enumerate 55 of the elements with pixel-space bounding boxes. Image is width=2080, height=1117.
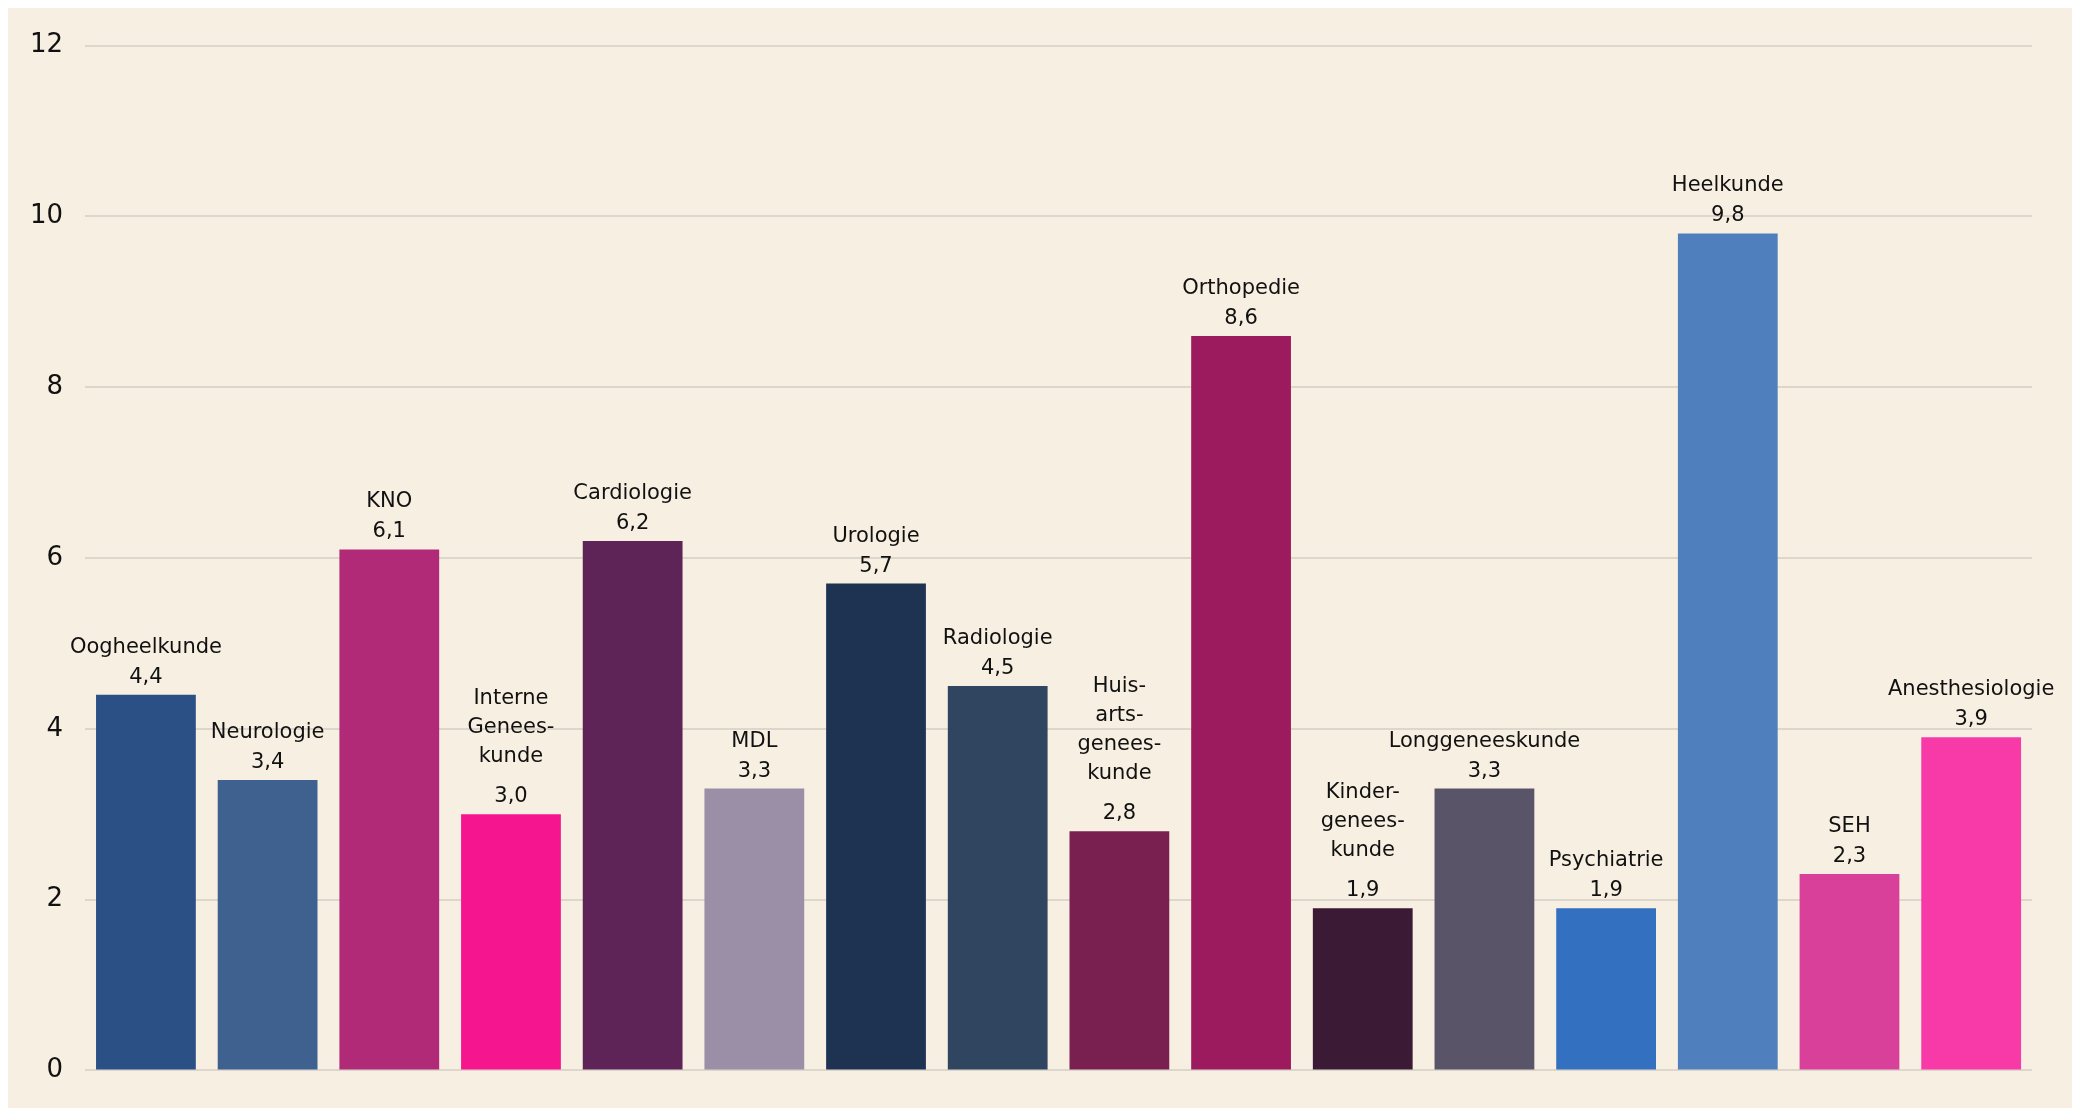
data-label: 2,3 [1832, 842, 1867, 867]
bar [1556, 908, 1656, 1070]
bar [339, 549, 440, 1070]
data-label: 5,7 [859, 552, 893, 577]
x-tick-label: Huis- arts- genees- kunde [1077, 673, 1162, 785]
bar [947, 686, 1048, 1070]
x-tick-label: MDL [731, 727, 778, 752]
x-tick-label: SEH [1828, 812, 1871, 837]
x-tick-label: Heelkunde [1671, 172, 1784, 197]
x-tick-label: Psychiatrie [1548, 847, 1664, 872]
x-tick-label: KNO [366, 488, 413, 513]
data-label: 3,0 [494, 783, 528, 808]
data-label: 9,8 [1711, 202, 1745, 227]
data-label: 3,3 [1467, 757, 1502, 782]
bar [1312, 908, 1413, 1070]
x-tick-label: Neurologie [210, 719, 325, 744]
bar [1799, 873, 1900, 1070]
bar [826, 583, 926, 1070]
y-tick-label: 12 [29, 28, 64, 59]
data-label: 6,2 [615, 509, 650, 534]
bar [1069, 831, 1170, 1070]
bar [1677, 233, 1778, 1070]
data-label: 1,9 [1589, 877, 1623, 902]
y-tick-label: 2 [46, 882, 64, 913]
bar [461, 814, 561, 1070]
data-label: 4,4 [129, 663, 163, 688]
x-tick-label: Interne Genees- kunde [467, 685, 555, 768]
data-label: 3,4 [250, 749, 285, 774]
data-label: 8,6 [1224, 304, 1258, 329]
data-label: 6,1 [372, 518, 406, 543]
bar [217, 780, 318, 1070]
data-label: 2,8 [1102, 800, 1137, 825]
data-label: 3,9 [1954, 706, 1988, 731]
x-tick-label: Oogheelkunde [69, 633, 222, 658]
data-label: 4,5 [981, 655, 1015, 680]
y-tick-label: 10 [29, 199, 64, 230]
bar [704, 788, 805, 1070]
x-tick-label: Longgeneeskunde [1388, 727, 1581, 752]
y-tick-label: 4 [46, 711, 64, 742]
y-tick-label: 8 [46, 369, 64, 400]
bar [1921, 737, 2022, 1070]
data-label: 1,9 [1346, 877, 1380, 902]
x-tick-label: Cardiologie [573, 479, 692, 504]
y-tick-label: 0 [46, 1053, 64, 1084]
x-tick-label: Radiologie [942, 625, 1053, 650]
bar [582, 540, 683, 1070]
x-tick-label: Kinder- genees- kunde [1320, 779, 1405, 862]
x-tick-label: Urologie [832, 522, 920, 547]
bar [96, 694, 196, 1070]
bar [1191, 335, 1291, 1070]
x-tick-label: Anesthesiologie [1887, 676, 2055, 701]
x-tick-label: Orthopedie [1182, 274, 1301, 299]
data-label: 3,3 [737, 757, 772, 782]
y-tick-label: 6 [46, 540, 64, 571]
bar [1434, 788, 1535, 1070]
